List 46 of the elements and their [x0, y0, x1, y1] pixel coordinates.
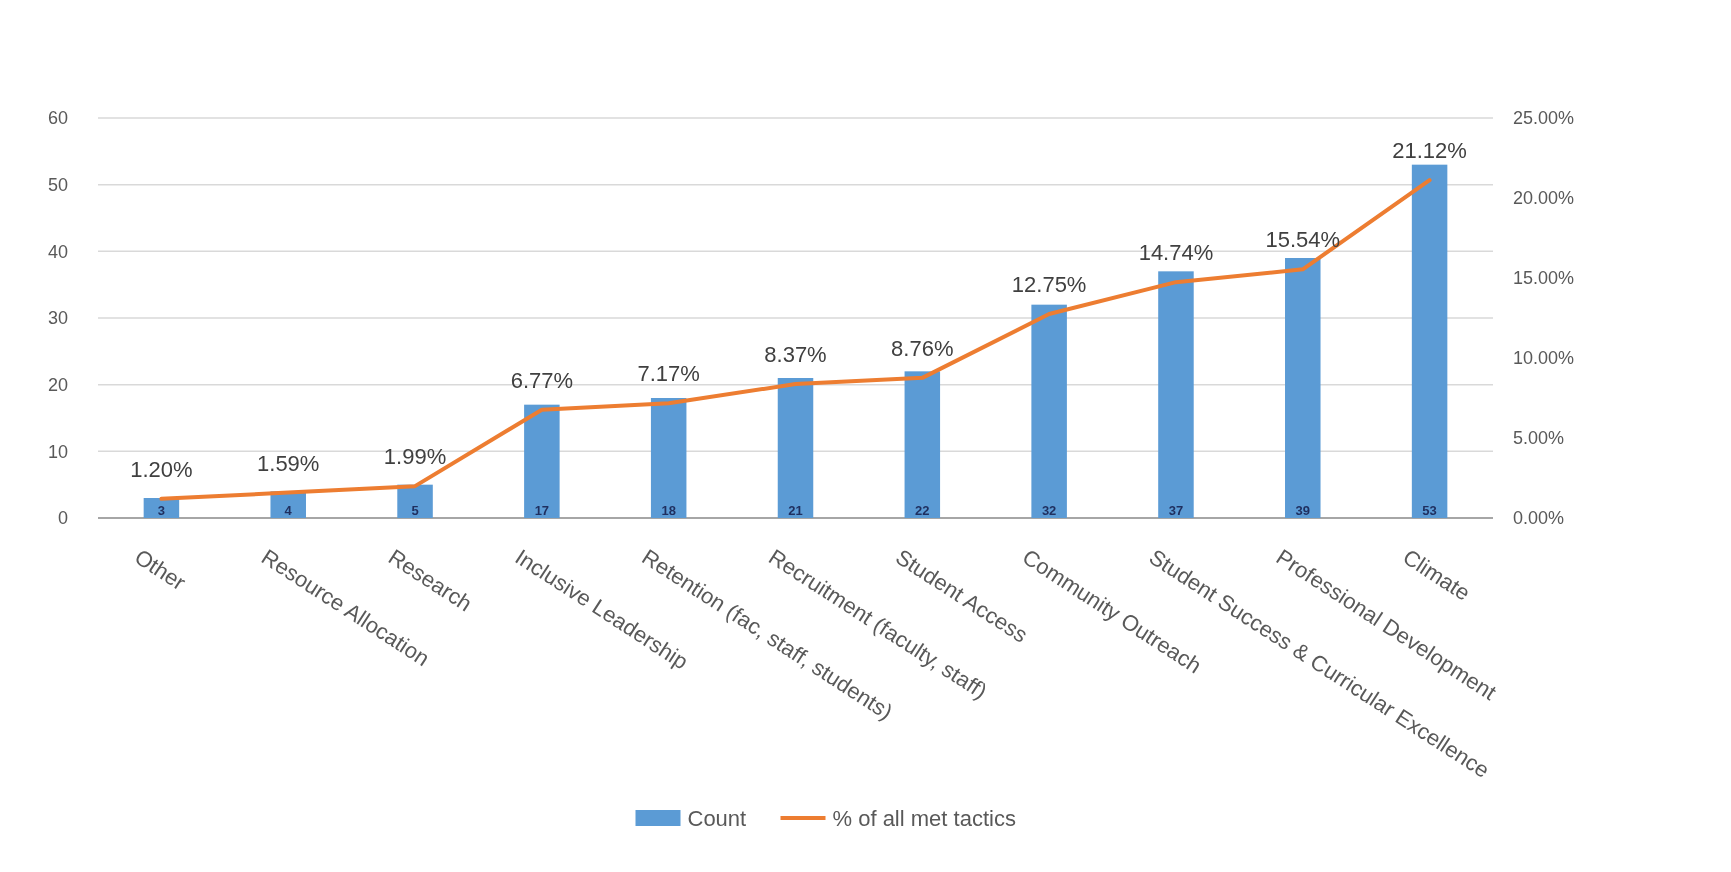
bar — [650, 398, 687, 518]
y-tick-label: 40 — [47, 241, 68, 262]
data-label: 53 — [1422, 503, 1437, 518]
y2-tick-label: 10.00% — [1513, 348, 1575, 369]
data-label: 1.99% — [383, 444, 447, 470]
y-tick-label: 20 — [47, 374, 68, 395]
data-label: 15.54% — [1265, 227, 1341, 253]
legend-label: % of all met tactics — [832, 805, 1016, 831]
bar — [777, 378, 814, 518]
y-tick-label: 30 — [47, 308, 68, 329]
data-label: 4 — [284, 503, 293, 518]
data-label: 37 — [1168, 503, 1184, 518]
y2-tick-label: 5.00% — [1513, 428, 1565, 449]
bar — [904, 371, 941, 518]
data-label: 6.77% — [510, 367, 574, 393]
data-label: 7.17% — [637, 361, 700, 387]
bar — [397, 484, 433, 518]
data-label: 14.74% — [1138, 240, 1214, 266]
data-label: 1.20% — [130, 456, 193, 482]
bar — [1285, 258, 1321, 518]
bar — [1031, 304, 1067, 518]
y-tick-label: 10 — [47, 441, 68, 462]
data-label: 18 — [661, 503, 676, 518]
data-label: 32 — [1041, 503, 1057, 518]
y2-tick-label: 0.00% — [1513, 508, 1565, 529]
y2-tick-label: 20.00% — [1513, 188, 1575, 209]
bar — [524, 404, 560, 518]
bar — [1411, 164, 1448, 518]
y2-tick-label: 15.00% — [1513, 268, 1575, 289]
data-label: 8.76% — [891, 335, 954, 361]
data-label: 39 — [1295, 503, 1311, 518]
data-label: 17 — [534, 503, 550, 518]
data-label: 21.12% — [1392, 138, 1467, 164]
y-tick-label: 0 — [57, 508, 68, 529]
data-label: 12.75% — [1011, 272, 1087, 297]
y-tick-label: 60 — [47, 108, 68, 129]
data-label: 21 — [788, 503, 803, 518]
data-label: 22 — [915, 503, 930, 518]
data-label: 3 — [157, 503, 166, 518]
legend-label: Count — [687, 805, 747, 831]
data-label: 1.59% — [257, 450, 320, 476]
y2-tick-label: 25.00% — [1513, 108, 1575, 129]
y-tick-label: 50 — [47, 174, 68, 195]
bar — [1158, 271, 1194, 518]
data-label: 5 — [411, 503, 419, 518]
data-label: 8.37% — [764, 342, 827, 368]
